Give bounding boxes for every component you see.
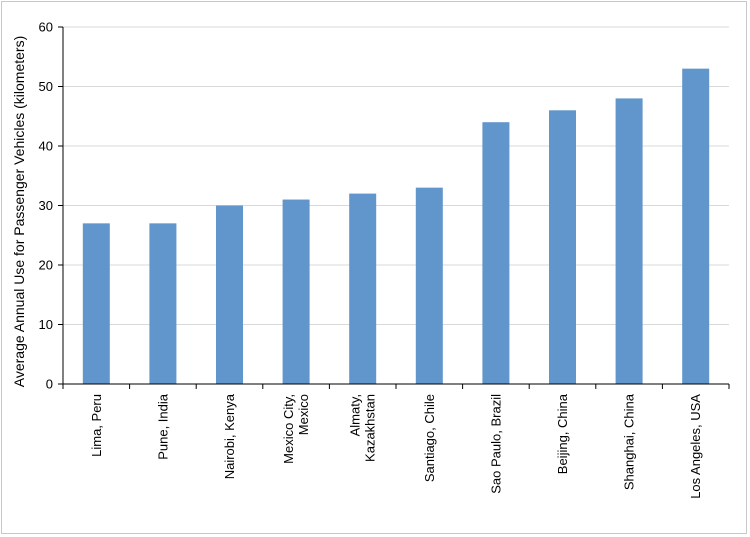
x-category-label: Santiago, Chile bbox=[422, 394, 437, 482]
x-category-label-line: Almaty, bbox=[348, 394, 363, 436]
bar bbox=[349, 193, 377, 384]
bar bbox=[216, 205, 243, 384]
axes bbox=[58, 26, 730, 389]
y-tick-label: 60 bbox=[39, 20, 53, 35]
y-tick-label: 40 bbox=[39, 139, 53, 154]
y-tick-label: 10 bbox=[39, 317, 53, 332]
x-category-label-line: Kazakhstan bbox=[363, 394, 378, 462]
bar bbox=[482, 122, 510, 384]
x-category-label-line: Pune, India bbox=[155, 393, 170, 460]
x-category-label-line: Sao Paulo, Brazil bbox=[488, 394, 503, 494]
bar bbox=[549, 110, 576, 385]
x-category-label: Nairobi, Kenya bbox=[222, 393, 237, 479]
x-category-label-line: Mexico bbox=[296, 394, 311, 435]
x-category-label-line: Shanghai, China bbox=[622, 393, 637, 490]
y-tick-label: 30 bbox=[39, 198, 53, 213]
y-tick-label: 0 bbox=[46, 377, 53, 392]
x-category-label: Sao Paulo, Brazil bbox=[488, 394, 503, 494]
x-category-label-line: Santiago, Chile bbox=[422, 394, 437, 482]
x-category-label: Beijing, China bbox=[555, 393, 570, 474]
x-category-label: Shanghai, China bbox=[622, 393, 637, 490]
x-category-label: Pune, India bbox=[155, 393, 170, 460]
bar bbox=[682, 68, 710, 385]
bar bbox=[82, 223, 110, 384]
x-category-label-line: Nairobi, Kenya bbox=[222, 393, 237, 479]
x-category-label-line: Beijing, China bbox=[555, 393, 570, 474]
bar bbox=[282, 199, 310, 384]
x-category-label-line: Los Angeles, USA bbox=[688, 394, 703, 499]
x-category-label: Mexico City, Mexico bbox=[281, 394, 311, 464]
y-tick-label: 20 bbox=[39, 258, 53, 273]
x-category-label: Lima, Peru bbox=[89, 394, 104, 457]
x-category-label-line: Lima, Peru bbox=[89, 394, 104, 457]
bar bbox=[149, 223, 177, 384]
x-category-label: Los Angeles, USA bbox=[688, 394, 703, 499]
bar bbox=[415, 187, 443, 384]
x-category-label-line: Mexico City, bbox=[281, 394, 296, 464]
x-category-labels: Lima, Peru Pune, India Nairobi, Kenya Mexic… bbox=[89, 393, 703, 499]
y-tick-labels: 0 10 20 30 40 50 60 bbox=[39, 20, 53, 392]
bars bbox=[82, 68, 710, 385]
y-axis-title: Average Annual Use for Passenger Vehicle… bbox=[11, 36, 27, 387]
x-category-label: Almaty, Kazakhstan bbox=[348, 394, 378, 462]
bar bbox=[615, 98, 643, 385]
y-tick-label: 50 bbox=[39, 79, 53, 94]
